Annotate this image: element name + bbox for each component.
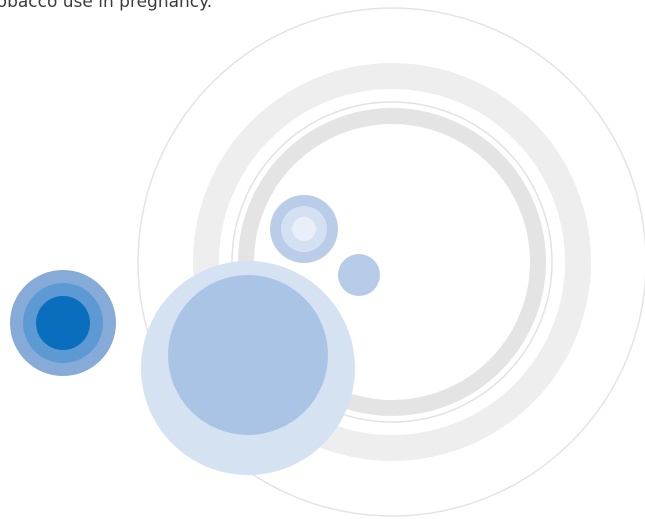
blue-bubble — [10, 270, 116, 376]
caption: tobacco use in pregnancy. — [0, 0, 212, 12]
large-bubble-inner — [168, 275, 328, 435]
thin-ring — [231, 101, 553, 423]
blue-bubble-inner — [36, 296, 90, 350]
bubble-inner — [292, 217, 316, 241]
large-bubble — [141, 261, 355, 475]
outer-ring — [137, 7, 645, 517]
small-bubble — [270, 195, 338, 263]
thick-ring — [193, 63, 591, 461]
dot-bubble — [338, 254, 380, 296]
